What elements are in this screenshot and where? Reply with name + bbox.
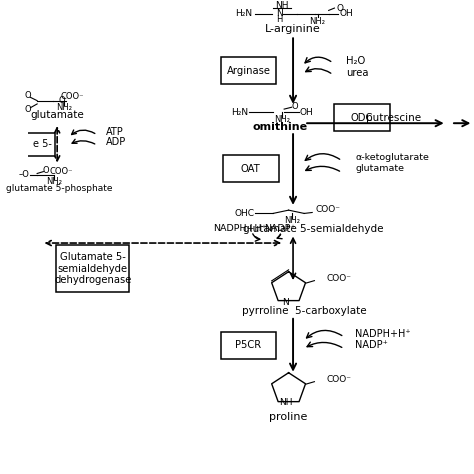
Text: OHC: OHC <box>234 209 254 218</box>
FancyBboxPatch shape <box>56 246 129 292</box>
Text: COO⁻: COO⁻ <box>327 375 351 384</box>
Text: Arginase: Arginase <box>227 65 271 75</box>
Text: NH: NH <box>280 398 293 407</box>
Text: pyrroline  5-carboxylate: pyrroline 5-carboxylate <box>242 306 366 316</box>
FancyBboxPatch shape <box>221 332 276 359</box>
Text: NADP⁺: NADP⁺ <box>264 224 295 233</box>
Text: COO⁻: COO⁻ <box>50 167 73 176</box>
Text: L-arginine: L-arginine <box>265 24 321 34</box>
Text: NADP⁺: NADP⁺ <box>356 340 388 350</box>
Text: O: O <box>25 105 32 114</box>
Text: O: O <box>336 4 343 13</box>
Text: O: O <box>58 96 65 105</box>
FancyBboxPatch shape <box>223 155 279 182</box>
Text: proline: proline <box>269 412 308 422</box>
Text: OH: OH <box>300 108 313 117</box>
Text: NH₂: NH₂ <box>56 103 72 112</box>
Text: P5CR: P5CR <box>236 340 262 350</box>
Text: OH: OH <box>339 9 353 18</box>
Text: COO⁻: COO⁻ <box>61 92 84 101</box>
Text: urea: urea <box>346 68 369 78</box>
Text: glutamate: glutamate <box>30 110 84 120</box>
FancyBboxPatch shape <box>17 133 55 156</box>
Text: O: O <box>25 91 32 100</box>
Text: O: O <box>291 102 298 111</box>
FancyBboxPatch shape <box>221 57 276 84</box>
Text: COO⁻: COO⁻ <box>315 205 340 214</box>
Text: NH₂: NH₂ <box>310 17 326 26</box>
Text: COO⁻: COO⁻ <box>327 274 351 283</box>
Text: Glutamate 5-
semialdehyde
dehydrogenase: Glutamate 5- semialdehyde dehydrogenase <box>54 252 131 285</box>
Text: ODC: ODC <box>351 112 373 123</box>
Text: NH₂: NH₂ <box>46 176 62 185</box>
Text: OAT: OAT <box>241 164 261 174</box>
Text: H₂O: H₂O <box>346 56 366 66</box>
Text: NH₂: NH₂ <box>274 115 290 124</box>
Text: –O: –O <box>18 170 29 179</box>
Text: N: N <box>282 298 288 307</box>
Text: H₂N: H₂N <box>236 9 253 18</box>
Text: putrescine: putrescine <box>365 113 421 123</box>
Text: N: N <box>276 9 283 18</box>
Text: glutamate: glutamate <box>356 164 404 173</box>
Text: H₂N: H₂N <box>231 108 248 117</box>
Text: glutamate 5-phosphate: glutamate 5-phosphate <box>6 184 113 193</box>
Text: NADPH+H⁺: NADPH+H⁺ <box>356 329 411 339</box>
Text: NH: NH <box>275 1 289 10</box>
Text: O: O <box>43 166 49 175</box>
FancyBboxPatch shape <box>334 104 390 131</box>
Text: α-ketoglutarate: α-ketoglutarate <box>356 153 429 162</box>
Text: omithine: omithine <box>252 122 307 132</box>
Text: glutamate 5-semialdehyde: glutamate 5-semialdehyde <box>243 224 383 234</box>
Text: H: H <box>276 15 283 24</box>
Text: NADPH+H⁺: NADPH+H⁺ <box>213 224 266 233</box>
Text: ATP: ATP <box>106 127 124 137</box>
Text: NH₂: NH₂ <box>284 217 300 226</box>
Text: ADP: ADP <box>106 137 127 147</box>
Text: e 5-: e 5- <box>33 139 52 149</box>
